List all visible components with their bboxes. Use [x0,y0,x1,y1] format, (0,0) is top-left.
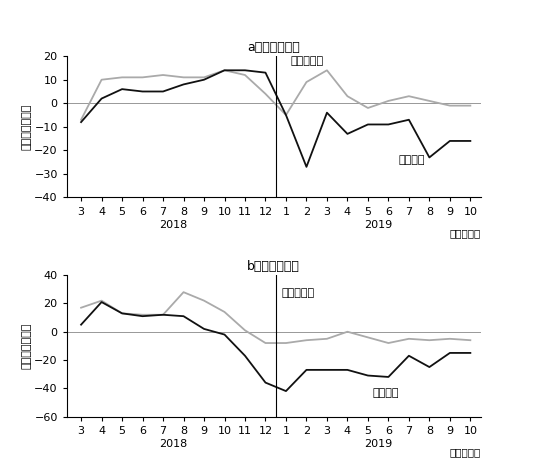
Y-axis label: （前年比、％）: （前年比、％） [21,322,32,369]
Text: 対米輸入: 対米輸入 [372,388,398,398]
Text: 2019: 2019 [364,439,392,449]
Text: 2019: 2019 [364,220,392,230]
Text: 2018: 2018 [159,220,187,230]
Title: a）輸出の推移: a）輸出の推移 [247,41,300,54]
Text: （年、月）: （年、月） [449,447,481,458]
Text: 2018: 2018 [159,439,187,449]
Y-axis label: （前年比、％）: （前年比、％） [21,103,32,150]
Title: b）輸入の推移: b）輸入の推移 [247,260,300,273]
Text: 対世界輸入: 対世界輸入 [282,288,315,298]
Text: （年、月）: （年、月） [449,228,481,239]
Text: 対世界輸出: 対世界輸出 [290,56,323,66]
Text: 対米輸出: 対米輸出 [399,155,425,165]
